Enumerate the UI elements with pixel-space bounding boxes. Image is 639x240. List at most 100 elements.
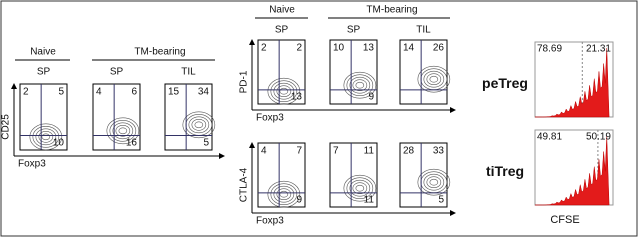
- quadrant-value: 2: [296, 43, 302, 54]
- contour: [118, 127, 128, 135]
- x-label: Foxp3: [18, 159, 46, 170]
- gate-value: 50.19: [586, 132, 611, 143]
- contour: [355, 184, 365, 192]
- contour: [417, 168, 451, 196]
- quadrant-value: 6: [131, 87, 137, 98]
- x-label: Foxp3: [256, 113, 284, 124]
- plot-frame: [164, 83, 213, 151]
- contour: [188, 116, 210, 134]
- quadrant-value: 9: [296, 195, 302, 206]
- contour: [41, 133, 51, 141]
- quadrant-value: 28: [403, 146, 415, 157]
- contour: [273, 82, 295, 100]
- contour: [429, 178, 439, 186]
- plot-frame: [329, 142, 378, 208]
- histogram: [535, 47, 610, 118]
- contour: [273, 185, 295, 203]
- contour: [349, 76, 371, 94]
- quadrant-value: 7: [333, 146, 339, 157]
- contour: [343, 71, 377, 99]
- contour: [267, 180, 301, 208]
- quadrant-value: 10: [333, 43, 345, 54]
- contour: [270, 80, 298, 102]
- contour: [429, 75, 439, 83]
- contour: [426, 73, 442, 85]
- quadrant-value: 4: [96, 87, 102, 98]
- quadrant-value: 7: [296, 146, 302, 157]
- x-label: CFSE: [550, 214, 579, 226]
- quadrant-value: 33: [433, 146, 445, 157]
- plot-frame: [19, 83, 68, 151]
- contour: [106, 117, 140, 145]
- y-label: PD-1: [239, 70, 250, 93]
- subheader: SP: [275, 25, 289, 36]
- quadrant-value: 9: [368, 92, 374, 103]
- gate-value: 78.69: [537, 44, 562, 55]
- subheader: SP: [37, 67, 51, 78]
- contour: [349, 179, 371, 197]
- plot-frame: [329, 39, 378, 105]
- quadrant-value: 11: [364, 195, 375, 206]
- contour: [112, 122, 134, 140]
- contour: [279, 87, 289, 95]
- quadrant-value: 2: [261, 43, 267, 54]
- contour: [355, 81, 365, 89]
- contour: [423, 70, 445, 88]
- quadrant-value: 5: [58, 87, 64, 98]
- contour: [35, 128, 57, 146]
- contour: [423, 173, 445, 191]
- y-label: CTLA-4: [239, 167, 250, 202]
- quadrant-value: 16: [126, 138, 138, 149]
- plot-frame: [92, 83, 141, 151]
- contour: [194, 121, 204, 129]
- x-label: Foxp3: [256, 216, 284, 227]
- quadrant-value: 15: [168, 87, 180, 98]
- contour: [279, 190, 289, 198]
- contour: [352, 182, 368, 194]
- contour: [352, 79, 368, 91]
- header: TM-bearing: [366, 5, 417, 16]
- contour: [29, 123, 63, 151]
- quadrant-value: 14: [403, 43, 415, 54]
- quadrant-value: 34: [198, 87, 210, 98]
- contour: [182, 111, 216, 139]
- contour: [426, 176, 442, 188]
- quadrant-value: 5: [438, 195, 444, 206]
- quadrant-value: 2: [23, 87, 29, 98]
- header: TM-bearing: [134, 47, 185, 58]
- contour: [267, 77, 301, 105]
- subheader: TIL: [416, 25, 431, 36]
- y-label: CD25: [1, 114, 12, 140]
- subheader: SP: [347, 25, 361, 36]
- subheader: TIL: [181, 67, 196, 78]
- contour: [32, 126, 60, 148]
- quadrant-value: 26: [433, 43, 445, 54]
- header: Naive: [30, 47, 56, 58]
- contour: [343, 174, 377, 202]
- quadrant-value: 10: [53, 138, 65, 149]
- histogram: [535, 135, 610, 206]
- gate-value: 21.31: [586, 44, 611, 55]
- quadrant-value: 11: [364, 146, 375, 157]
- row-label: tiTreg: [486, 163, 524, 179]
- contour: [346, 177, 374, 199]
- quadrant-value: 13: [363, 43, 375, 54]
- contour: [270, 183, 298, 205]
- contour: [276, 85, 292, 97]
- contour: [417, 65, 451, 93]
- contour: [276, 188, 292, 200]
- plot-frame: [257, 142, 306, 208]
- header: Naive: [269, 5, 295, 16]
- quadrant-value: 4: [261, 146, 267, 157]
- plot-frame: [399, 39, 448, 105]
- contour: [38, 131, 54, 143]
- plot-frame: [399, 142, 448, 208]
- contour: [115, 125, 131, 137]
- contour: [109, 120, 137, 142]
- contour: [346, 74, 374, 96]
- row-label: peTreg: [482, 75, 528, 91]
- gate-value: 49.81: [537, 132, 562, 143]
- quadrant-value: 5: [203, 138, 209, 149]
